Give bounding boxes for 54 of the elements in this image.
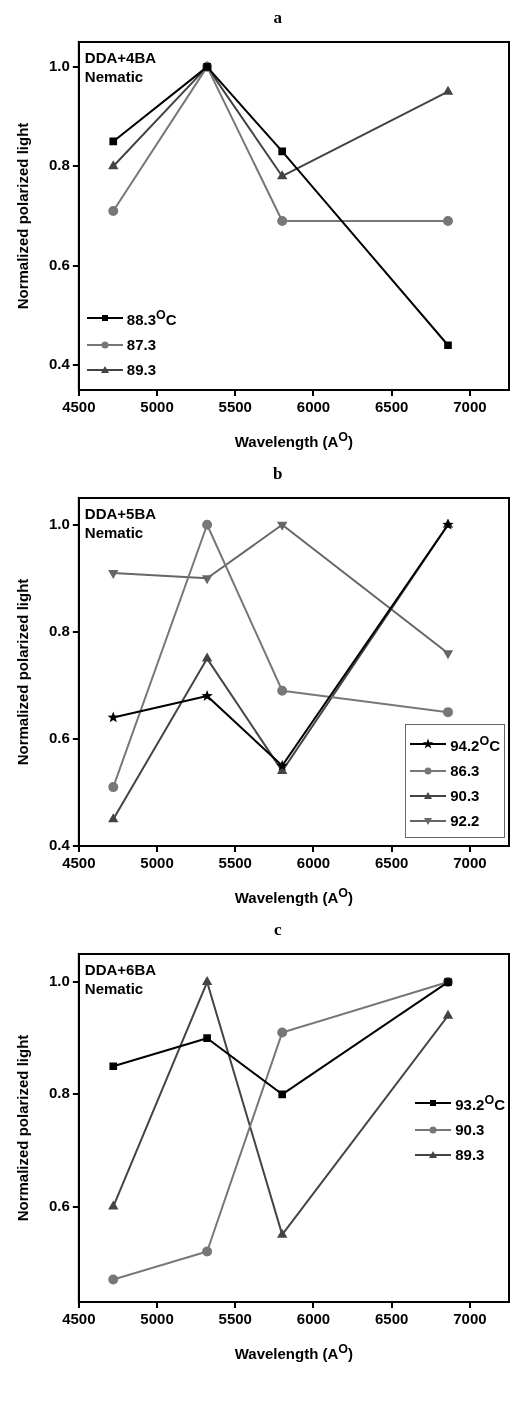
y-tick-label: 0.8 (48, 621, 70, 639)
x-tick-label: 6000 (296, 398, 331, 416)
chart-title: c (272, 920, 283, 941)
x-tick-label: 6000 (296, 1310, 331, 1328)
legend-label: 86.3 (450, 761, 480, 781)
x-tick-label: 4500 (62, 1310, 96, 1328)
x-tick-label: 7000 (453, 1310, 487, 1328)
y-tick-label: 0.6 (48, 729, 70, 747)
y-tick-label: 0.4 (48, 836, 71, 854)
annotation: Nematic (84, 67, 145, 86)
x-axis-title: Wavelength (A$^{O}$) (233, 1342, 355, 1364)
y-axis-title: Normalized polarized light (13, 578, 31, 766)
x-tick-label: 6500 (375, 1310, 409, 1328)
y-tick-label: 0.6 (48, 1196, 70, 1214)
y-tick-label: 0.8 (48, 156, 70, 174)
x-axis-title: Wavelength (A$^{O}$) (233, 430, 355, 452)
annotation: DDA+5BA (84, 504, 157, 523)
y-tick-label: 0.6 (48, 255, 70, 273)
legend-label: 89.3 (455, 1145, 485, 1165)
x-tick-label: 5000 (140, 854, 174, 872)
x-tick-label: 7000 (453, 854, 487, 872)
x-tick-label: 5000 (140, 398, 174, 416)
x-tick-label: 4500 (62, 398, 96, 416)
x-axis-title: Wavelength (A$^{O}$) (233, 886, 355, 908)
legend-label: 92.2 (450, 811, 480, 831)
x-tick-label: 5500 (218, 398, 252, 416)
chart-title: a (272, 8, 283, 29)
y-tick-label: 1.0 (48, 972, 70, 990)
x-tick-label: 4500 (62, 854, 96, 872)
annotation: Nematic (84, 979, 145, 998)
x-tick-label: 5000 (140, 1310, 174, 1328)
y-tick-label: 1.0 (48, 514, 70, 532)
x-tick-label: 6000 (296, 854, 331, 872)
y-tick-label: 0.8 (48, 1084, 70, 1102)
x-tick-label: 7000 (453, 398, 487, 416)
x-tick-label: 6500 (375, 398, 409, 416)
chart-title: b (271, 464, 284, 485)
annotation: Nematic (84, 523, 145, 542)
legend-label: 90.3 (455, 1120, 485, 1140)
y-axis-title: Normalized polarized light (13, 122, 31, 310)
annotation: DDA+6BA (84, 960, 157, 979)
x-tick-label: 5500 (218, 1310, 252, 1328)
x-tick-label: 6500 (375, 854, 409, 872)
legend-label: 89.3 (126, 360, 157, 380)
legend-label: 94.2$^{O}$C (450, 733, 500, 756)
annotation: DDA+4BA (84, 48, 157, 67)
legend-label: 93.2$^{O}$C (455, 1092, 505, 1115)
legend-label: 88.3$^{O}$C (126, 307, 177, 330)
y-tick-label: 1.0 (48, 57, 70, 74)
legend-label: 90.3 (450, 786, 480, 806)
y-axis-title: Normalized polarized light (13, 1034, 31, 1222)
legend-label: 87.3 (126, 335, 157, 355)
x-tick-label: 5500 (218, 854, 252, 872)
y-tick-label: 0.4 (48, 355, 71, 373)
